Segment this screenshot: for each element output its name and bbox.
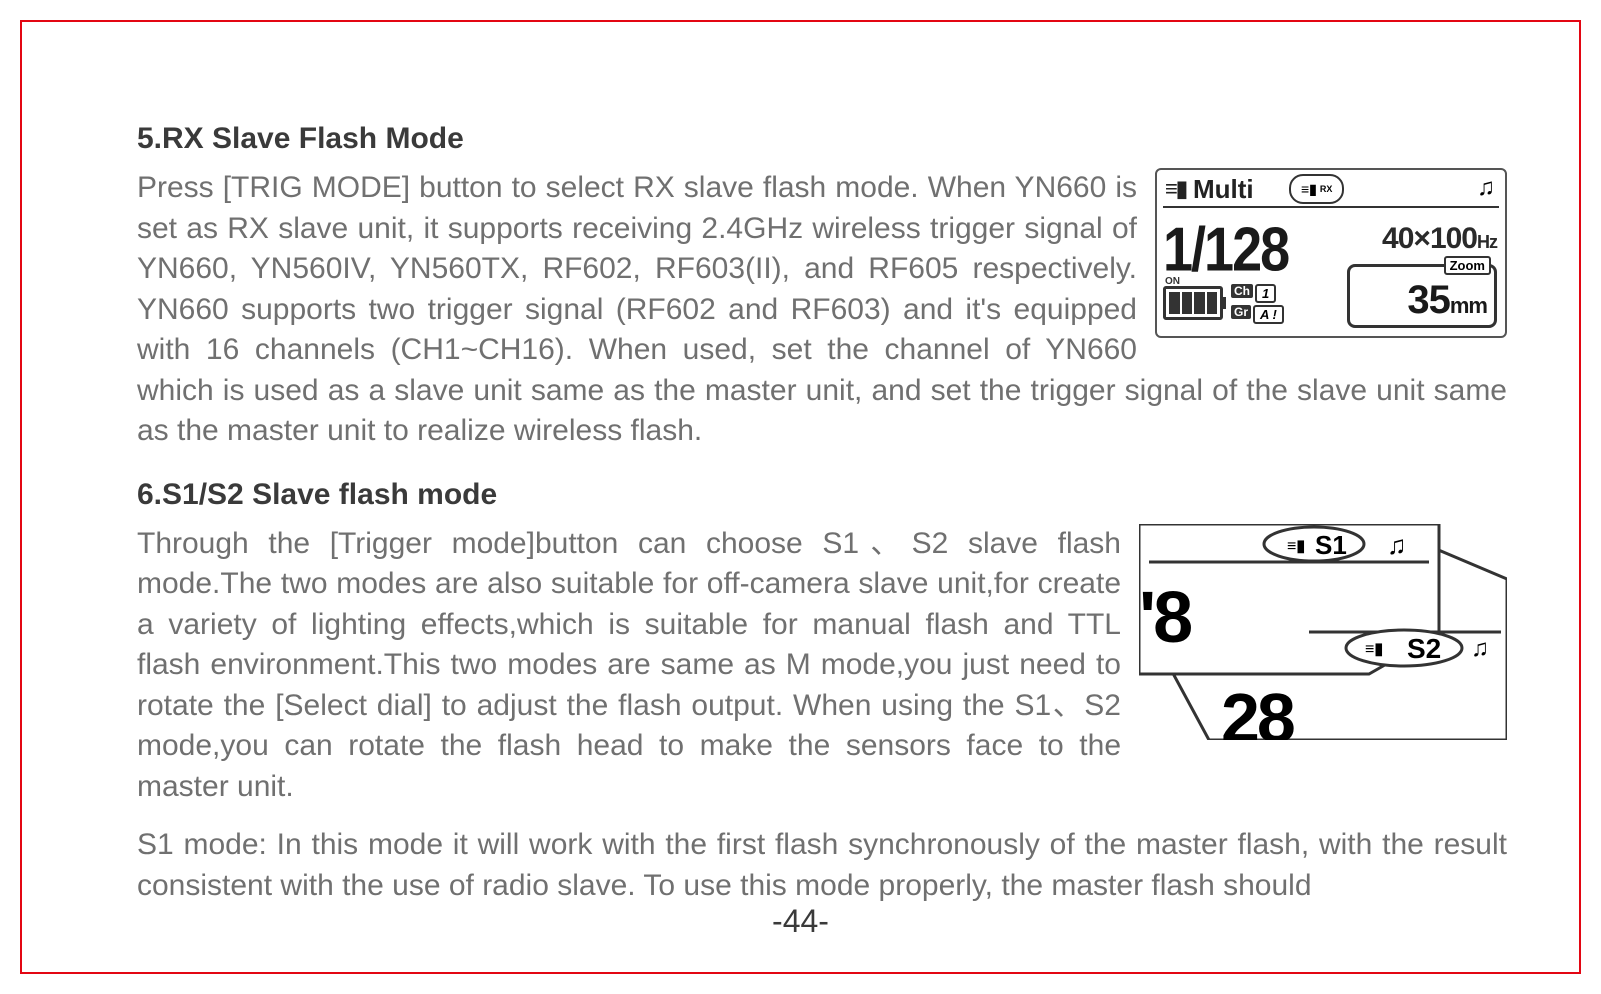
lcd-count: 40 [1382,222,1413,255]
lcd-rx-pill: RX [1289,174,1344,204]
svg-text:≡▮: ≡▮ [1365,641,1383,658]
lcd-zoom-unit: mm [1450,293,1487,318]
page-number: -44- [22,903,1579,940]
page-frame: 5.RX Slave Flash Mode Multi RX ♫ 1/128 4… [20,20,1581,974]
lcd-divider [1163,206,1499,208]
lcd-multi-freq: 40×100Hz [1382,222,1497,256]
section-6-heading: 6.S1/S2 Slave flash mode [137,478,1507,512]
section-6-body-2: S1 mode: In this mode it will work with … [137,825,1507,906]
lcd-gr-label: Gr [1231,305,1251,319]
lcd-ch-value: 1 [1255,284,1276,303]
flash-icon [1165,176,1186,202]
lcd-s1-music-icon: ♫ [1387,530,1407,560]
lcd-s1-label: S1 [1315,530,1347,560]
lcd-ch-gr-block: Ch1 GrA ! [1231,284,1284,324]
music-note-icon: ♫ [1477,174,1495,202]
lcd-s2-music-icon: ♫ [1471,635,1489,662]
lcd-zoom-label: Zoom [1444,256,1491,275]
lcd-freq-unit: Hz [1477,232,1497,252]
svg-text:≡▮: ≡▮ [1287,538,1305,555]
lcd-zoom-value-row: 35mm [1407,278,1487,323]
lcd-rx-text: RX [1320,178,1333,200]
battery-icon [1163,286,1223,320]
section-5-block: Multi RX ♫ 1/128 40×100Hz ON Ch1 [137,168,1507,478]
lcd-ch-label: Ch [1231,284,1253,298]
lcd-display-s1-s2-stack: ≡▮ S1 ♫ '8 ≡▮ S2 ♫ 28 [1139,524,1507,740]
lcd-power-fraction: 1/128 [1163,214,1288,285]
flash-glyph-icon [1301,178,1317,201]
lcd-gr-value: A ! [1253,305,1284,324]
section-6-block: ≡▮ S1 ♫ '8 ≡▮ S2 ♫ 28 Through the [Trigg… [137,524,1507,826]
lcd-s2-label: S2 [1407,633,1441,664]
page-content: 5.RX Slave Flash Mode Multi RX ♫ 1/128 4… [137,122,1507,932]
lcd-s2-power-fragment: 28 [1221,679,1294,740]
lcd-mode-label: Multi [1193,174,1254,205]
lcd-zoom-value: 35 [1407,278,1450,322]
lcd-display-rx-multi: Multi RX ♫ 1/128 40×100Hz ON Ch1 [1155,168,1507,338]
lcd-freq: 100 [1430,222,1477,255]
section-5-heading: 5.RX Slave Flash Mode [137,122,1507,156]
lcd-s1-power-fragment: '8 [1139,578,1191,658]
